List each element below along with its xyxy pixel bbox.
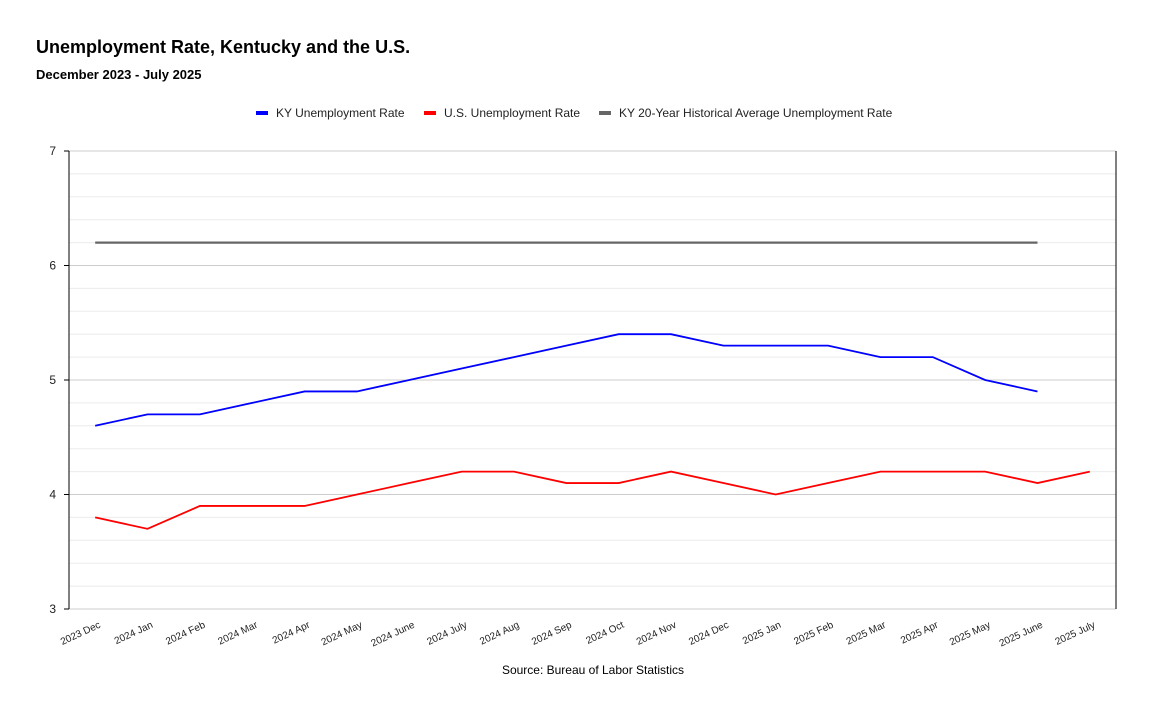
x-tick-label: 2025 July [1054, 620, 1097, 648]
x-tick-label: 2025 Mar [845, 619, 889, 647]
x-tick-label: 2023 Dec [59, 620, 102, 648]
x-tick-label: 2024 Aug [478, 620, 521, 648]
x-tick-label: 2024 Sep [530, 620, 574, 648]
legend-swatch [599, 111, 611, 115]
x-tick-label: 2024 Nov [635, 620, 678, 648]
x-tick-label: 2024 Apr [271, 619, 313, 646]
series-line-1 [94, 470, 1091, 530]
x-tick-label: 2024 Feb [164, 620, 207, 648]
x-tick-label: 2025 May [948, 620, 992, 649]
legend-label: KY 20-Year Historical Average Unemployme… [619, 106, 893, 120]
chart-subtitle: December 2023 - July 2025 [36, 67, 202, 82]
legend-swatch [256, 111, 268, 115]
x-tick-label: 2025 Apr [899, 619, 941, 646]
legend-swatch [424, 111, 436, 115]
x-tick-label: 2024 Jan [113, 620, 155, 647]
series-line-0 [94, 333, 1038, 427]
x-tick-label: 2024 Dec [687, 620, 730, 648]
y-tick-label: 6 [49, 259, 56, 273]
x-tick-label: 2024 May [320, 620, 364, 649]
chart-title: Unemployment Rate, Kentucky and the U.S. [36, 37, 411, 57]
y-tick-label: 5 [49, 373, 56, 387]
x-tick-label: 2025 June [998, 620, 1045, 650]
source-note: Source: Bureau of Labor Statistics [502, 663, 684, 677]
y-tick-label: 7 [49, 144, 56, 158]
x-tick-label: 2025 Jan [741, 620, 783, 647]
y-tick-label: 3 [49, 602, 56, 616]
legend-label: KY Unemployment Rate [276, 106, 405, 120]
legend-label: U.S. Unemployment Rate [444, 106, 580, 120]
y-tick-label: 4 [49, 488, 56, 502]
x-tick-label: 2024 Mar [217, 619, 261, 647]
x-tick-label: 2024 June [370, 620, 417, 650]
x-tick-label: 2024 July [425, 620, 468, 648]
x-tick-label: 2025 Feb [792, 620, 835, 648]
x-tick-label: 2024 Oct [585, 620, 627, 647]
